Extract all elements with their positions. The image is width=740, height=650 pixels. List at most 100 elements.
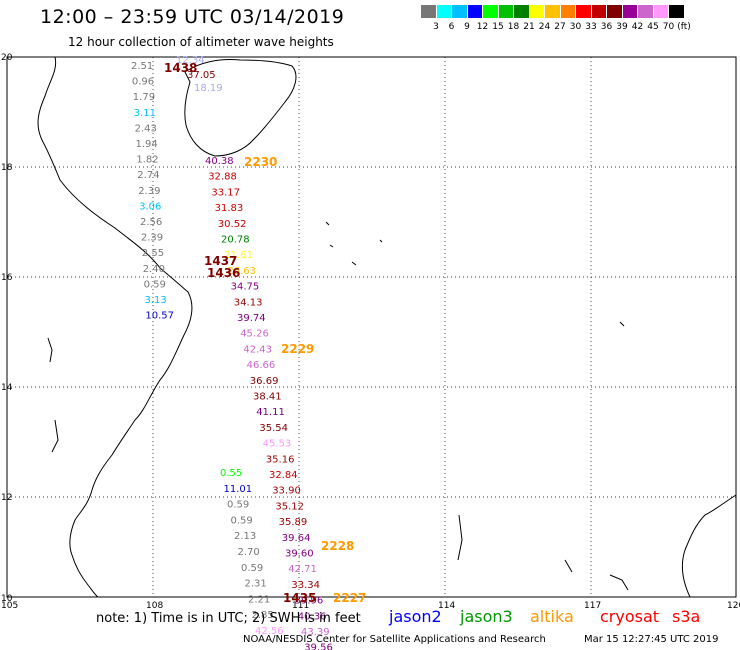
wave-height-label: 3.13 <box>145 295 167 306</box>
scale-swatch <box>529 5 544 18</box>
wave-height-label: 10.57 <box>145 311 174 322</box>
scale-swatch <box>638 5 653 18</box>
wave-height-label: 31.83 <box>215 203 244 214</box>
scale-label: 27 <box>554 22 566 32</box>
wave-height-label: 33.17 <box>211 187 240 198</box>
longitude-tick-label: 105 <box>1 601 18 611</box>
wave-height-label: 0.59 <box>241 563 263 574</box>
wave-height-label: 0.59 <box>144 279 166 290</box>
wave-height-label: 42.56 <box>255 626 284 637</box>
scale-label: 9 <box>464 22 470 32</box>
wave-height-label: 20.78 <box>221 235 250 246</box>
scale-swatch <box>452 5 467 18</box>
satellite-legend-jason2: jason2 <box>389 607 442 626</box>
altimeter-tracks: 2.51 0.96 1.79 3.11 2.43 1.94 1.82 2.74 2.39 3.06… <box>131 55 333 650</box>
latitude-tick-label: 12 <box>1 493 12 503</box>
scale-label: 36 <box>600 22 613 32</box>
scale-label: 15 <box>492 22 504 32</box>
satellite-legend-jason3: jason3 <box>460 607 513 626</box>
wave-height-label: 33.34 <box>291 580 320 591</box>
satellite-legend-altika: altika <box>530 607 574 626</box>
wave-height-label: 35.16 <box>266 454 295 465</box>
wave-height-label: 42.71 <box>288 564 317 575</box>
map-frame <box>6 56 737 598</box>
wave-height-label: 2.85 <box>252 610 274 621</box>
longitude-tick-label: 120 <box>727 601 740 611</box>
vietnam-coast-detail <box>47 337 59 453</box>
wave-height-label: 35.89 <box>279 517 308 528</box>
scale-swatch <box>467 5 482 18</box>
scale-label: 42 <box>631 22 644 32</box>
axis-tick-labels: 105 108 111 114 117 120 20 18 16 14 12 10 <box>1 53 740 611</box>
wave-height-label: 11.01 <box>224 484 253 495</box>
pass-time-label: 1436 <box>207 266 240 280</box>
color-scale-swatches <box>421 5 685 18</box>
scale-swatch <box>545 5 560 18</box>
pass-time-label: 1438 <box>164 61 197 75</box>
longitude-tick-label: 117 <box>584 601 601 611</box>
scale-label: 6 <box>448 22 455 32</box>
scale-label: 30 <box>569 22 582 32</box>
color-scale-legend: 3 6 9 12 15 18 21 24 27 30 33 36 39 42 45 70 (ft) <box>421 5 691 32</box>
wave-height-label: 39.56 <box>304 643 333 650</box>
scale-swatch <box>576 5 591 18</box>
lat-lon-grid <box>7 57 736 597</box>
longitude-tick-label: 114 <box>438 601 455 611</box>
wave-height-label: 2.39 <box>141 233 163 244</box>
wave-height-label: 2.70 <box>238 547 260 558</box>
wave-height-label: 2.13 <box>234 531 256 542</box>
scale-label: 45 <box>647 22 659 32</box>
wave-height-label: 40.36 <box>298 611 327 622</box>
satellite-legend-s3a: s3a <box>672 607 701 626</box>
pass-time-label: 2228 <box>321 539 354 553</box>
scale-label: (ft) <box>677 22 691 32</box>
wave-height-label: 42.43 <box>243 344 272 355</box>
wave-height-label: 3.06 <box>139 201 161 212</box>
scale-swatch <box>498 5 513 18</box>
wave-height-label: 41.11 <box>256 407 285 418</box>
wave-height-label: 33.90 <box>272 486 301 497</box>
latitude-tick-label: 14 <box>1 383 13 393</box>
scale-label: 33 <box>585 22 597 32</box>
scale-label: 70 <box>662 22 675 32</box>
wave-height-label: 30.52 <box>218 219 247 230</box>
pass-time-label: 2227 <box>333 591 366 605</box>
philippines-coast <box>681 494 737 598</box>
wave-height-label: 46.66 <box>247 360 276 371</box>
latitude-tick-label: 10 <box>1 594 13 604</box>
wave-height-label: 32.88 <box>208 172 237 183</box>
wave-height-label: 3.11 <box>134 108 156 119</box>
map-title: 12:00 – 23:59 UTC 03/14/2019 <box>40 6 345 28</box>
philippines-islands <box>457 514 629 591</box>
wave-height-label: 39.74 <box>237 313 266 324</box>
scale-swatch <box>653 5 668 18</box>
wave-height-label: 12.34 <box>176 55 205 66</box>
wave-height-label: 2.51 <box>131 61 153 72</box>
scale-swatch <box>483 5 498 18</box>
scale-label: 12 <box>476 22 489 32</box>
wave-height-label: 39.60 <box>285 549 314 560</box>
color-scale-labels: 3 6 9 12 15 18 21 24 27 30 33 36 39 42 45 70 (ft) <box>421 22 740 36</box>
longitude-tick-label: 111 <box>292 601 309 611</box>
wave-height-label: 2.55 <box>142 248 164 259</box>
scale-label: 18 <box>507 22 520 32</box>
scale-label: 21 <box>523 22 535 32</box>
wave-height-label: 36.69 <box>250 376 279 387</box>
wave-height-label: 32.84 <box>269 470 298 481</box>
wave-height-label: 1.79 <box>133 92 155 103</box>
scale-label: 3 <box>433 22 439 32</box>
map-subtitle: 12 hour collection of altimeter wave hei… <box>68 35 334 49</box>
wave-height-label: 37.05 <box>187 70 216 81</box>
scale-swatch <box>421 5 436 18</box>
wave-height-label: 0.59 <box>227 500 249 511</box>
wave-height-label: 39.96 <box>295 596 324 607</box>
wave-height-label: 21.61 <box>224 250 253 261</box>
footnote: note: 1) Time is in UTC; 2) SWH is in fe… <box>96 611 361 626</box>
wave-height-label: 40.38 <box>205 156 234 167</box>
hainan-island <box>184 59 297 157</box>
wave-height-label: 1.82 <box>136 155 158 166</box>
wave-height-label: 2.21 <box>248 594 270 605</box>
wave-height-label: 2.43 <box>135 123 157 134</box>
